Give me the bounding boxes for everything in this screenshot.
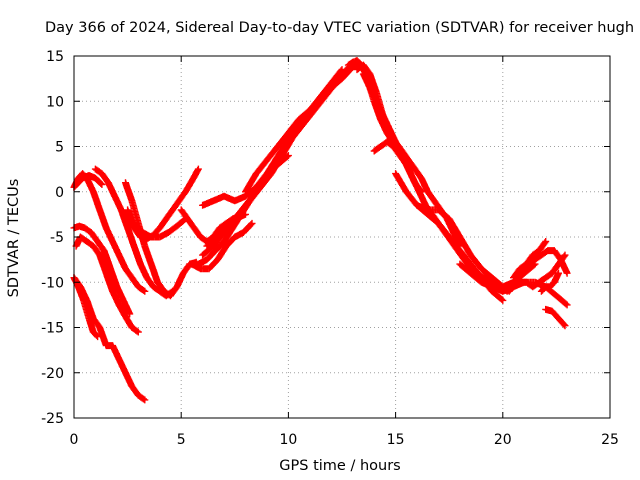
series-markers bbox=[72, 233, 142, 336]
y-tick-label: 10 bbox=[46, 94, 64, 110]
series-arc-15 bbox=[203, 61, 361, 250]
series-arc-7 bbox=[91, 165, 177, 300]
series-markers bbox=[537, 269, 562, 295]
x-tick-label: 25 bbox=[601, 432, 619, 448]
series-arc-20 bbox=[359, 70, 464, 250]
y-axis-label: SDTVAR / TECUs bbox=[6, 179, 22, 298]
series-markers bbox=[203, 61, 361, 250]
series-markers bbox=[122, 210, 189, 241]
series-arc-13 bbox=[188, 219, 256, 273]
series-arc-28 bbox=[537, 269, 562, 295]
series-arc-29 bbox=[542, 305, 569, 330]
series-markers bbox=[510, 238, 550, 282]
y-tick-label: 5 bbox=[55, 140, 64, 156]
y-tick-label: -5 bbox=[50, 230, 64, 246]
series-arc-17 bbox=[242, 63, 357, 196]
series-markers bbox=[359, 70, 464, 250]
axis-ticks: 0 5 10 15 20 25 15 10 5 0 -5 -10 -15 -20 -25 bbox=[41, 49, 619, 448]
series-markers bbox=[542, 305, 569, 330]
grid-lines bbox=[74, 56, 610, 418]
series-markers bbox=[199, 152, 292, 209]
x-tick-label: 15 bbox=[387, 432, 405, 448]
x-tick-label: 5 bbox=[177, 432, 186, 448]
series-markers bbox=[91, 165, 177, 300]
series-arc-16 bbox=[199, 152, 292, 209]
y-tick-label: -20 bbox=[41, 366, 64, 382]
y-tick-label: -25 bbox=[41, 411, 64, 427]
y-tick-label: -10 bbox=[41, 275, 64, 291]
series-markers bbox=[242, 63, 357, 196]
x-tick-label: 20 bbox=[494, 432, 512, 448]
data-series bbox=[70, 57, 571, 404]
series-markers bbox=[70, 274, 102, 341]
y-tick-label: 0 bbox=[55, 185, 64, 201]
series-arc-27 bbox=[510, 238, 550, 282]
series-markers bbox=[188, 219, 256, 273]
series-arc-3 bbox=[72, 233, 142, 336]
series-arc-2 bbox=[70, 274, 102, 341]
series-arc-10 bbox=[122, 210, 189, 241]
y-tick-label: 15 bbox=[46, 49, 64, 65]
x-tick-label: 0 bbox=[70, 432, 79, 448]
y-tick-label: -15 bbox=[41, 321, 64, 337]
chart-title: Day 366 of 2024, Sidereal Day-to-day VTE… bbox=[45, 20, 634, 36]
x-axis-label: GPS time / hours bbox=[279, 458, 400, 474]
x-tick-label: 10 bbox=[279, 432, 297, 448]
